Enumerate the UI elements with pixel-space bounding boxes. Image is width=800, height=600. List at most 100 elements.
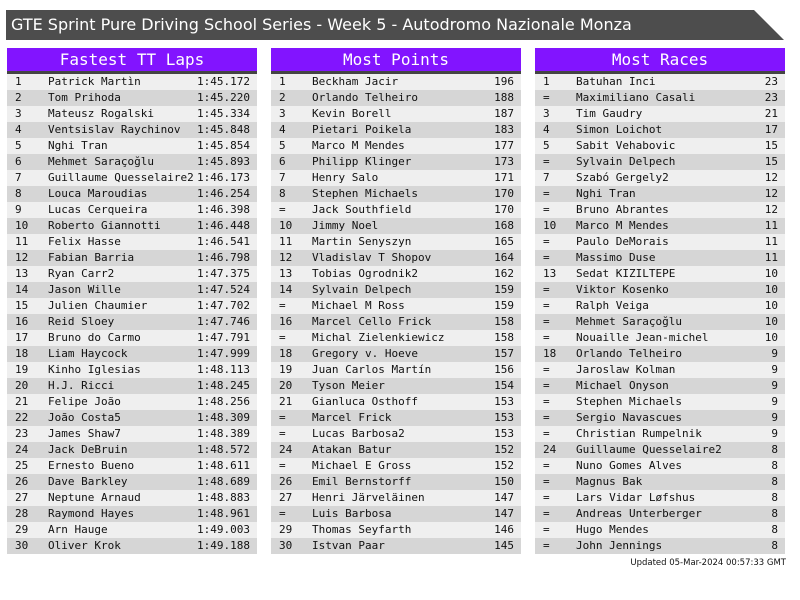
- driver-name-cell: Sylvain Delpech: [312, 283, 412, 296]
- rank-cell: 24: [15, 443, 29, 456]
- value-cell: 1:45.854: [197, 139, 250, 152]
- driver-name-cell: Stephen Michaels: [576, 395, 682, 408]
- table-row: 18 Gregory v. Hoeve 157: [271, 346, 521, 362]
- rank-cell: =: [543, 187, 550, 200]
- rank-cell: =: [543, 331, 550, 344]
- value-cell: 165: [494, 235, 514, 248]
- rank-cell: =: [279, 331, 286, 344]
- rank-cell: 12: [279, 251, 293, 264]
- table-row: = Hugo Mendes 8: [535, 522, 785, 538]
- value-cell: 1:48.245: [197, 379, 250, 392]
- rank-cell: 19: [279, 363, 293, 376]
- value-cell: 1:46.173: [197, 171, 250, 184]
- rank-cell: =: [543, 235, 550, 248]
- driver-name-cell: Sabit Vehabovic: [576, 139, 676, 152]
- driver-name-cell: Mehmet Saraçoğlu: [48, 155, 154, 168]
- driver-name-cell: Hugo Mendes: [576, 523, 649, 536]
- rank-cell: 11: [279, 235, 293, 248]
- value-cell: 170: [494, 203, 514, 216]
- value-cell: 12: [764, 203, 778, 216]
- value-cell: 1:46.448: [197, 219, 250, 232]
- table-row: 6 Mehmet Saraçoğlu 1:45.893: [7, 154, 257, 170]
- page-title: GTE Sprint Pure Driving School Series - …: [6, 10, 784, 40]
- value-cell: 177: [494, 139, 514, 152]
- rank-cell: 23: [15, 427, 29, 440]
- rank-cell: 7: [15, 171, 22, 184]
- value-cell: 159: [494, 299, 514, 312]
- driver-name-cell: Mehmet Saraçoğlu: [576, 315, 682, 328]
- rank-cell: 5: [543, 139, 550, 152]
- value-cell: 1:47.524: [197, 283, 250, 296]
- value-cell: 8: [771, 539, 778, 552]
- value-cell: 1:48.113: [197, 363, 250, 376]
- rank-cell: 20: [279, 379, 293, 392]
- value-cell: 1:48.689: [197, 475, 250, 488]
- driver-name-cell: Fabian Barria: [48, 251, 135, 264]
- value-cell: 152: [494, 443, 514, 456]
- rank-cell: 27: [15, 491, 29, 504]
- table-row: = Paulo DeMorais 11: [535, 234, 785, 250]
- driver-name-cell: Henri Järveläinen: [312, 491, 425, 504]
- driver-name-cell: Sylvain Delpech: [576, 155, 676, 168]
- rank-cell: 3: [279, 107, 286, 120]
- table-row: = Massimo Duse 11: [535, 250, 785, 266]
- table-row: 5 Sabit Vehabovic 15: [535, 138, 785, 154]
- rank-cell: =: [543, 251, 550, 264]
- rank-cell: 10: [279, 219, 293, 232]
- value-cell: 147: [494, 491, 514, 504]
- rank-cell: 2: [15, 91, 22, 104]
- table-row: 19 Kinho Iglesias 1:48.113: [7, 362, 257, 378]
- driver-name-cell: Dave Barkley: [48, 475, 128, 488]
- value-cell: 10: [764, 299, 778, 312]
- table-row: 3 Tim Gaudry 21: [535, 106, 785, 122]
- table-row: 4 Ventsislav Raychinov 1:45.848: [7, 122, 257, 138]
- table-row: = Nghi Tran 12: [535, 186, 785, 202]
- rank-cell: =: [543, 491, 550, 504]
- table-row: = Bruno Abrantes 12: [535, 202, 785, 218]
- driver-name-cell: Pietari Poikela: [312, 123, 412, 136]
- driver-name-cell: Ralph Veiga: [576, 299, 649, 312]
- table-row: 1 Batuhan Inci 23: [535, 74, 785, 90]
- value-cell: 156: [494, 363, 514, 376]
- table-row: 16 Marcel Cello Frick 158: [271, 314, 521, 330]
- driver-name-cell: Sedat KIZILTEPE: [576, 267, 676, 280]
- rank-cell: =: [279, 203, 286, 216]
- rank-cell: =: [279, 459, 286, 472]
- table-row: = Lars Vidar Løfshus 8: [535, 490, 785, 506]
- table-row: 24 Guillaume Quesselaire2 8: [535, 442, 785, 458]
- table-row: = Jaroslaw Kolman 9: [535, 362, 785, 378]
- table-heading: Most Races: [535, 48, 785, 74]
- table-row: = Ralph Veiga 10: [535, 298, 785, 314]
- table-row: 12 Fabian Barria 1:46.798: [7, 250, 257, 266]
- driver-name-cell: Jason Wille: [48, 283, 121, 296]
- driver-name-cell: Marcel Cello Frick: [312, 315, 432, 328]
- table-row: 10 Roberto Giannotti 1:46.448: [7, 218, 257, 234]
- value-cell: 1:48.256: [197, 395, 250, 408]
- value-cell: 23: [764, 75, 778, 88]
- value-cell: 162: [494, 267, 514, 280]
- table-row: 3 Kevin Borell 187: [271, 106, 521, 122]
- rank-cell: 5: [279, 139, 286, 152]
- value-cell: 153: [494, 395, 514, 408]
- driver-name-cell: Louca Maroudias: [48, 187, 148, 200]
- value-cell: 8: [771, 475, 778, 488]
- driver-name-cell: Jimmy Noel: [312, 219, 379, 232]
- value-cell: 187: [494, 107, 514, 120]
- rank-cell: 6: [15, 155, 22, 168]
- table-row: 25 Ernesto Bueno 1:48.611: [7, 458, 257, 474]
- rank-cell: =: [543, 539, 550, 552]
- driver-name-cell: Christian Rumpelnik: [576, 427, 702, 440]
- driver-name-cell: Tim Gaudry: [576, 107, 643, 120]
- value-cell: 17: [764, 123, 778, 136]
- value-cell: 145: [494, 539, 514, 552]
- table-row: 22 João Costa5 1:48.309: [7, 410, 257, 426]
- driver-name-cell: Michael M Ross: [312, 299, 405, 312]
- rank-cell: 21: [15, 395, 29, 408]
- driver-name-cell: Gregory v. Hoeve: [312, 347, 418, 360]
- rank-cell: 30: [279, 539, 293, 552]
- driver-name-cell: Roberto Giannotti: [48, 219, 161, 232]
- rank-cell: =: [279, 411, 286, 424]
- rank-cell: 4: [543, 123, 550, 136]
- table-row: 29 Thomas Seyfarth 146: [271, 522, 521, 538]
- driver-name-cell: Felipe João: [48, 395, 121, 408]
